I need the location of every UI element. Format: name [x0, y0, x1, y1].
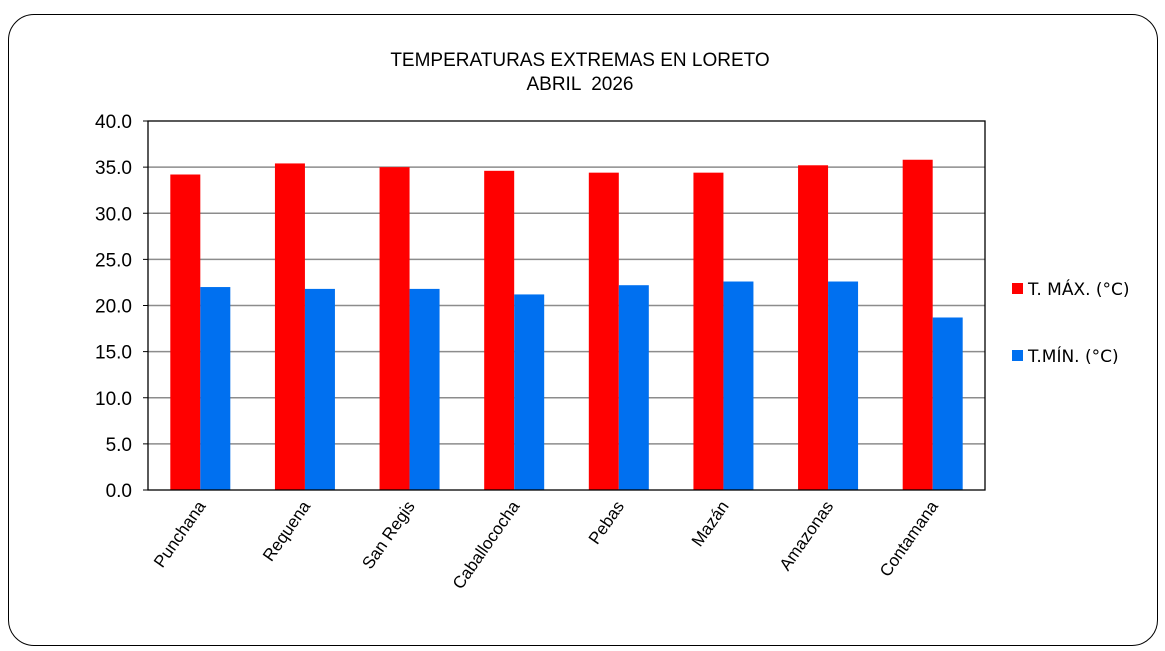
- bar-tmin-7: [932, 317, 963, 490]
- bar-tmin-0: [200, 287, 231, 490]
- x-axis-categories: Punchana Requena San Regis Caballococha Peba…: [150, 497, 942, 593]
- x-category-label: Amazonas: [776, 497, 838, 574]
- gridlines: [148, 166, 985, 445]
- legend-swatch-0: [1012, 283, 1023, 294]
- x-category-label: San Regis: [358, 497, 419, 572]
- bar-tmin-4: [618, 285, 649, 490]
- bar-tmax-7: [902, 159, 933, 490]
- y-tick-label: 25.0: [95, 250, 132, 271]
- legend-label-0: T. MÁX. (°C): [1027, 278, 1130, 300]
- bar-tmax-5: [693, 172, 724, 490]
- bar-tmin-6: [828, 281, 859, 490]
- x-category-label: Requena: [259, 497, 314, 565]
- y-tick-label: 30.0: [95, 204, 132, 225]
- bar-tmax-4: [588, 172, 619, 490]
- legend: T. MÁX. (°C) T.MÍN. (°C): [1012, 278, 1130, 367]
- legend-swatch-1: [1012, 350, 1023, 361]
- bar-tmax-3: [484, 170, 515, 490]
- bar-tmin-3: [514, 294, 545, 490]
- y-tick-label: 40.0: [95, 112, 132, 133]
- bar-tmax-1: [274, 163, 305, 490]
- y-tick-label: 15.0: [95, 343, 132, 364]
- bar-tmax-2: [379, 167, 410, 490]
- x-category-label: Mazán: [688, 497, 733, 550]
- bar-tmin-5: [723, 281, 754, 490]
- bar-tmax-6: [798, 165, 829, 490]
- x-category-label: Caballococha: [449, 497, 524, 593]
- plot-area: [147, 120, 986, 491]
- bars: [170, 159, 963, 490]
- chart-subtitle: ABRIL 2026: [526, 74, 633, 95]
- chart-title: TEMPERATURAS EXTREMAS EN LORETO: [390, 50, 769, 71]
- y-tick-label: 10.0: [95, 389, 132, 410]
- y-tick-label: 35.0: [95, 158, 132, 179]
- bar-tmax-0: [170, 174, 201, 490]
- y-tick-label: 20.0: [95, 297, 132, 318]
- y-axis-ticks: 0.0 5.0 10.0 15.0 20.0 25.0 30.0 35.0 40.0: [95, 112, 148, 502]
- x-category-label: Pebas: [585, 497, 628, 547]
- x-category-label: Contamana: [876, 497, 942, 580]
- y-tick-label: 5.0: [106, 435, 132, 456]
- x-category-label: Punchana: [150, 497, 210, 571]
- bar-tmin-1: [304, 288, 335, 490]
- bar-tmin-2: [409, 288, 440, 490]
- legend-label-1: T.MÍN. (°C): [1027, 345, 1119, 367]
- y-tick-label: 0.0: [106, 481, 132, 502]
